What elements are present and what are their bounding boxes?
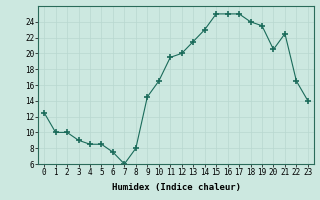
X-axis label: Humidex (Indice chaleur): Humidex (Indice chaleur) [111, 183, 241, 192]
